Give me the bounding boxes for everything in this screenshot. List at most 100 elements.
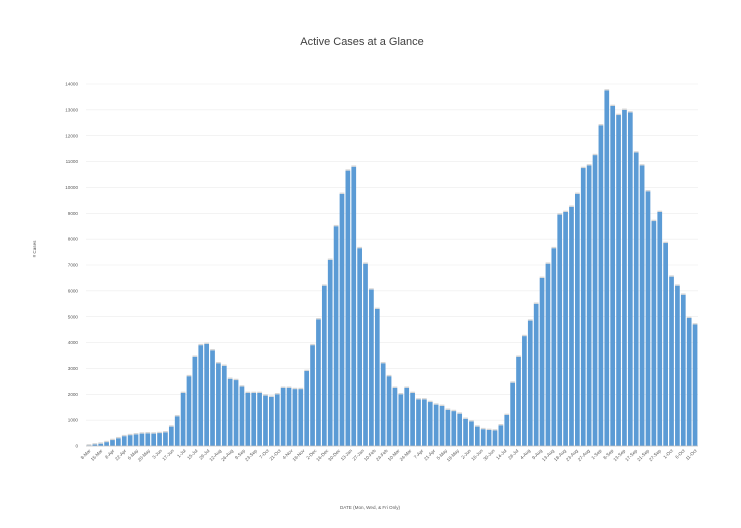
bar [610,105,616,446]
bar-top-marker [445,408,451,410]
y-tick-label: 13000 [65,107,78,112]
bar-top-marker [198,343,204,346]
x-tick-label: 1-Oct [662,448,674,460]
bar-top-marker [104,440,109,443]
bar [269,396,274,446]
bar [280,387,286,446]
bar [210,350,215,446]
x-tick-label: 4-Aug [519,448,532,461]
x-tick-label: 1-Jul [176,448,187,459]
bar [98,443,104,446]
x-tick-label: 21-Apr [423,448,437,462]
x-tick-label: 28-Jul [507,448,519,460]
bar-top-marker [474,425,480,427]
bar [327,259,333,446]
bar-top-marker [98,442,104,444]
bar-top-marker [433,403,439,405]
bar-top-marker [675,284,680,286]
bar [433,404,439,446]
y-tick-label: 10000 [65,185,78,190]
bar-top-marker [168,425,174,427]
bar [474,426,480,446]
bar [204,343,209,446]
bar [274,394,280,446]
bar [374,308,380,446]
bar-top-marker [151,432,157,434]
bar [604,90,610,447]
bar-top-marker [592,153,598,156]
x-tick-label: 27-Sep [648,448,662,462]
bar-top-marker [110,438,115,441]
bar-top-marker [580,166,586,169]
bar [627,112,633,446]
bar-top-marker [316,318,321,320]
x-tick-label: 23-Sep [244,448,258,462]
bar-top-marker [345,169,351,171]
bar-top-marker [510,381,515,383]
bar [192,356,198,446]
bar [104,442,109,446]
bar-top-marker [527,319,533,321]
bar [651,221,657,446]
bar-top-marker [469,420,474,422]
bar-top-marker [439,404,445,406]
bar [221,365,227,446]
bar-top-marker [463,417,468,419]
bar-top-marker [321,284,327,286]
bar-top-marker [251,391,257,393]
bar-top-marker [410,391,415,393]
bar [386,376,392,446]
bar [545,263,551,446]
bar-top-marker [627,111,633,113]
bar [569,206,574,446]
bar-top-marker [416,398,421,400]
bar [657,211,663,446]
bar-top-marker [539,276,545,278]
bar-top-marker [192,355,198,357]
bar [451,411,457,446]
bar-top-marker [286,386,292,388]
bar [410,392,415,446]
bar-top-marker [639,164,645,166]
bar [463,418,468,446]
bar-top-marker [422,398,427,400]
bar [533,303,539,446]
bar-top-marker [516,355,521,357]
bar-top-marker [563,210,568,212]
bar-top-marker [610,104,616,106]
y-tick-label: 11000 [66,159,79,164]
bar [110,440,115,446]
bar [692,324,698,446]
bar-top-marker [204,342,209,344]
bar-top-marker [598,124,604,126]
bar [357,248,362,446]
bar-top-marker [298,387,304,390]
y-tick-label: 3000 [68,366,79,371]
x-tick-label: 13-Jan [340,448,354,462]
bar [286,387,292,446]
bar-top-marker [492,429,498,431]
bar [363,263,368,446]
bar-top-marker [227,377,233,379]
bar [233,380,239,446]
y-tick-label: 1000 [68,418,79,423]
bar-top-marker [333,224,339,227]
bar-top-marker [86,444,92,446]
bar-top-marker [522,334,527,337]
y-tick-label: 2000 [68,392,79,397]
bar [398,394,404,446]
bar [404,387,410,446]
bar [351,166,357,447]
x-tick-label: 6-Oct [674,448,686,460]
bar-top-marker [504,413,510,415]
bar-top-marker [404,386,410,388]
bar-top-marker [210,349,215,351]
bar-top-marker [339,192,345,194]
bar [369,289,374,446]
bar [633,152,639,446]
bar-top-marker [245,391,251,393]
bar [557,214,563,446]
bar [121,436,127,446]
gridlines [86,83,698,421]
